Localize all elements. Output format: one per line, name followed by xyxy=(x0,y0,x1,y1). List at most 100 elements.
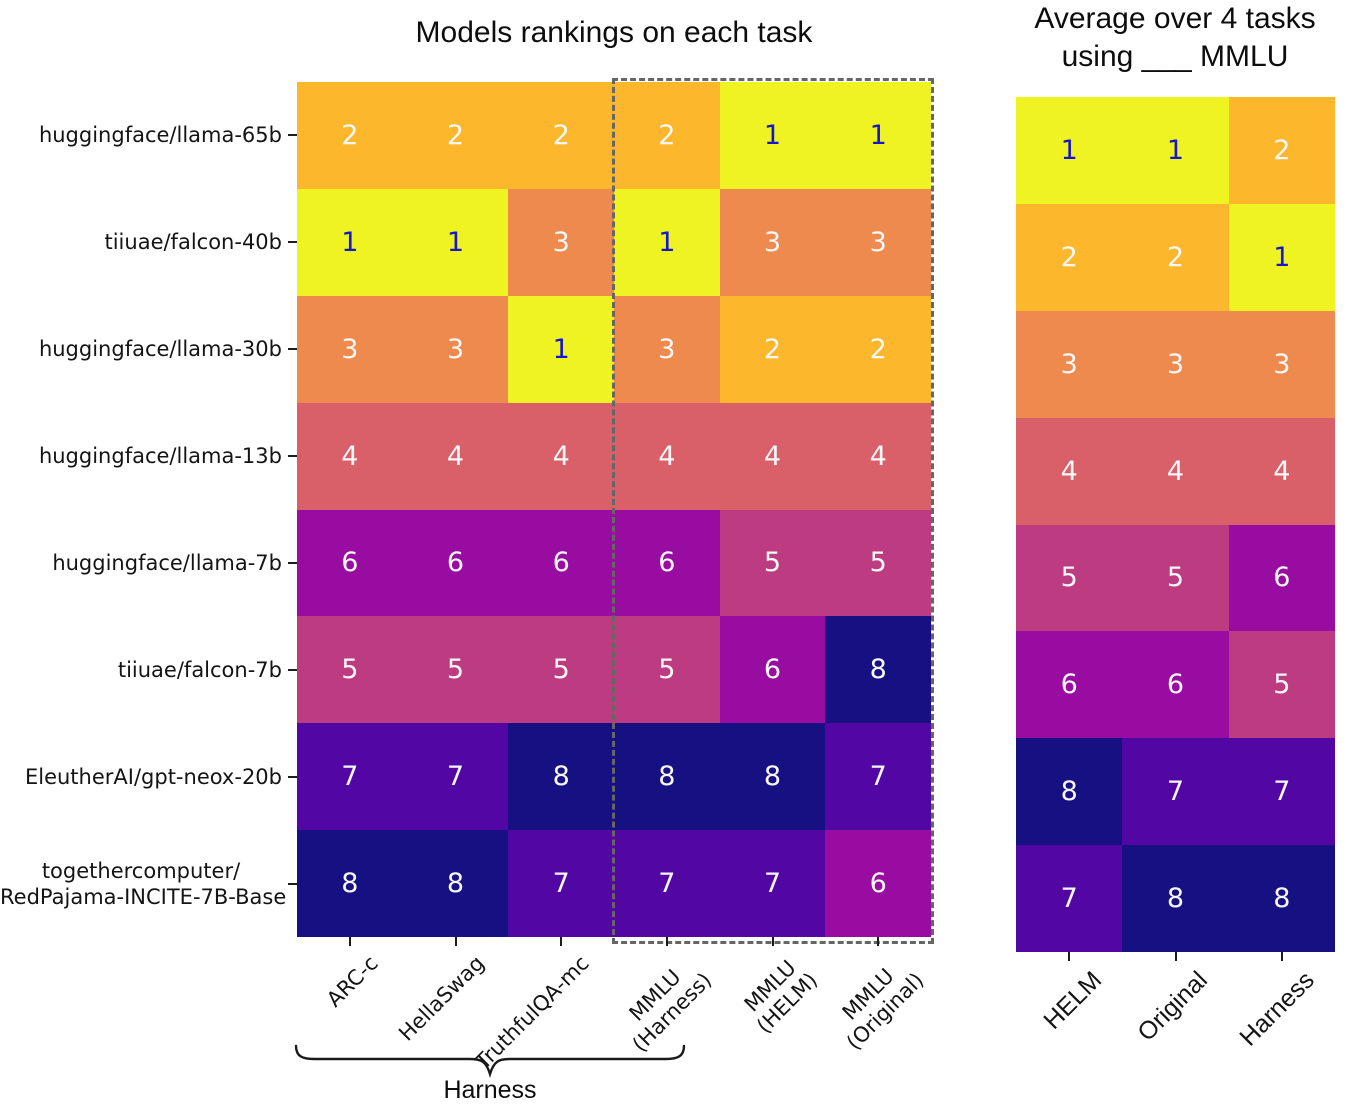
rank-value: 6 xyxy=(763,654,782,686)
heatmap-cell: 2 xyxy=(297,82,403,189)
x-axis-tick xyxy=(877,937,880,946)
rank-value: 5 xyxy=(658,654,676,686)
rank-value: 8 xyxy=(658,761,676,793)
heatmap-cell: 6 xyxy=(402,509,509,617)
rank-value: 6 xyxy=(1273,562,1291,594)
rank-value: 5 xyxy=(1060,562,1078,594)
heatmap-cell: 3 xyxy=(1016,310,1123,418)
heatmap-cell: 2 xyxy=(825,295,931,403)
y-axis-tick xyxy=(288,455,297,458)
rank-value: 6 xyxy=(446,547,465,579)
right-heatmap-grid: 1 1 2 2 2 1 3 3 3 4 4 4 5 5 6 6 6 5 8 7 7 7 8 8 xyxy=(1016,97,1335,952)
x-axis-tick xyxy=(560,937,563,946)
rank-value: 6 xyxy=(658,547,676,579)
heatmap-cell: 1 xyxy=(719,82,826,189)
heatmap-cell: 6 xyxy=(508,509,614,617)
rank-value: 4 xyxy=(552,440,570,472)
heatmap-cell: 7 xyxy=(1016,845,1123,952)
x-axis-tick xyxy=(1068,952,1071,961)
rank-value: 4 xyxy=(763,440,782,472)
rank-value: 1 xyxy=(1166,134,1185,166)
rank-value: 3 xyxy=(552,226,570,258)
heatmap-cell: 4 xyxy=(508,402,614,510)
rank-value: 1 xyxy=(341,226,359,258)
left-chart-title: Models rankings on each task xyxy=(415,16,813,49)
heatmap-cell: 3 xyxy=(297,295,403,403)
heatmap-cell: 1 xyxy=(613,188,720,296)
rank-value: 3 xyxy=(658,333,676,365)
heatmap-cell: 8 xyxy=(402,830,509,937)
rank-value: 5 xyxy=(1273,669,1291,701)
rank-value: 5 xyxy=(446,654,465,686)
y-axis-tick xyxy=(288,241,297,244)
rank-value: 6 xyxy=(1060,669,1078,701)
heatmap-cell: 1 xyxy=(297,188,403,296)
heatmap-cell: 8 xyxy=(613,723,720,831)
heatmap-cell: 4 xyxy=(1122,417,1229,525)
rank-value: 7 xyxy=(1273,776,1291,808)
rank-value: 7 xyxy=(1166,776,1185,808)
heatmap-cell: 8 xyxy=(1228,845,1335,952)
heatmap-cell: 3 xyxy=(719,188,826,296)
rank-value: 3 xyxy=(446,333,465,365)
rank-value: 4 xyxy=(341,440,359,472)
heatmap-cell: 1 xyxy=(1228,203,1335,311)
heatmap-cell: 2 xyxy=(1228,97,1335,204)
heatmap-cell: 5 xyxy=(1122,524,1229,632)
rank-value: 2 xyxy=(658,119,676,151)
heatmap-cell: 7 xyxy=(508,830,614,937)
heatmap-cell: 3 xyxy=(508,188,614,296)
rank-value: 1 xyxy=(658,226,676,258)
y-axis-tick xyxy=(288,775,297,778)
rank-value: 3 xyxy=(869,226,887,258)
row-label: togethercomputer/ RedPajama-INCITE-7B-Ba… xyxy=(0,858,287,909)
x-axis-tick xyxy=(771,937,774,946)
rank-value: 3 xyxy=(763,226,782,258)
rank-value: 3 xyxy=(1166,348,1185,380)
rank-value: 6 xyxy=(869,868,887,900)
row-label: tiiuae/falcon-40b xyxy=(104,230,282,255)
heatmap-cell: 5 xyxy=(1228,631,1335,739)
row-label: EleutherAI/gpt-neox-20b xyxy=(24,764,282,789)
heatmap-cell: 7 xyxy=(1228,738,1335,846)
heatmap-cell: 3 xyxy=(402,295,509,403)
heatmap-cell: 3 xyxy=(613,295,720,403)
heatmap-cell: 3 xyxy=(825,188,931,296)
y-axis-tick xyxy=(288,348,297,351)
rank-value: 7 xyxy=(658,868,676,900)
heatmap-cell: 8 xyxy=(1016,738,1123,846)
x-axis-tick xyxy=(348,937,351,946)
heatmap-cell: 2 xyxy=(613,82,720,189)
rank-value: 3 xyxy=(341,333,359,365)
rank-value: 7 xyxy=(446,761,465,793)
col-label: Original xyxy=(1132,966,1214,1047)
heatmap-cell: 5 xyxy=(297,616,403,724)
rank-value: 5 xyxy=(1166,562,1185,594)
heatmap-cell: 4 xyxy=(719,402,826,510)
y-axis-tick xyxy=(288,134,297,137)
heatmap-cell: 7 xyxy=(613,830,720,937)
heatmap-cell: 6 xyxy=(1016,631,1123,739)
rank-value: 5 xyxy=(763,547,782,579)
heatmap-cell: 1 xyxy=(508,295,614,403)
heatmap-cell: 1 xyxy=(1016,97,1123,204)
heatmap-cell: 6 xyxy=(1228,524,1335,632)
rank-value: 2 xyxy=(1166,241,1185,273)
heatmap-cell: 5 xyxy=(825,509,931,617)
heatmap-cell: 7 xyxy=(719,830,826,937)
rank-value: 5 xyxy=(341,654,359,686)
rank-value: 5 xyxy=(869,547,887,579)
y-axis-tick xyxy=(288,561,297,564)
heatmap-cell: 7 xyxy=(297,723,403,831)
heatmap-cell: 4 xyxy=(613,402,720,510)
rank-value: 1 xyxy=(552,333,570,365)
rank-value: 8 xyxy=(763,761,782,793)
rank-value: 6 xyxy=(341,547,359,579)
heatmap-cell: 6 xyxy=(613,509,720,617)
row-label: huggingface/llama-30b xyxy=(38,337,282,362)
rank-value: 4 xyxy=(869,440,887,472)
col-label: ARC-c xyxy=(322,951,383,1012)
rank-value: 6 xyxy=(552,547,570,579)
rank-value: 7 xyxy=(1060,883,1078,915)
x-axis-tick xyxy=(1280,952,1283,961)
